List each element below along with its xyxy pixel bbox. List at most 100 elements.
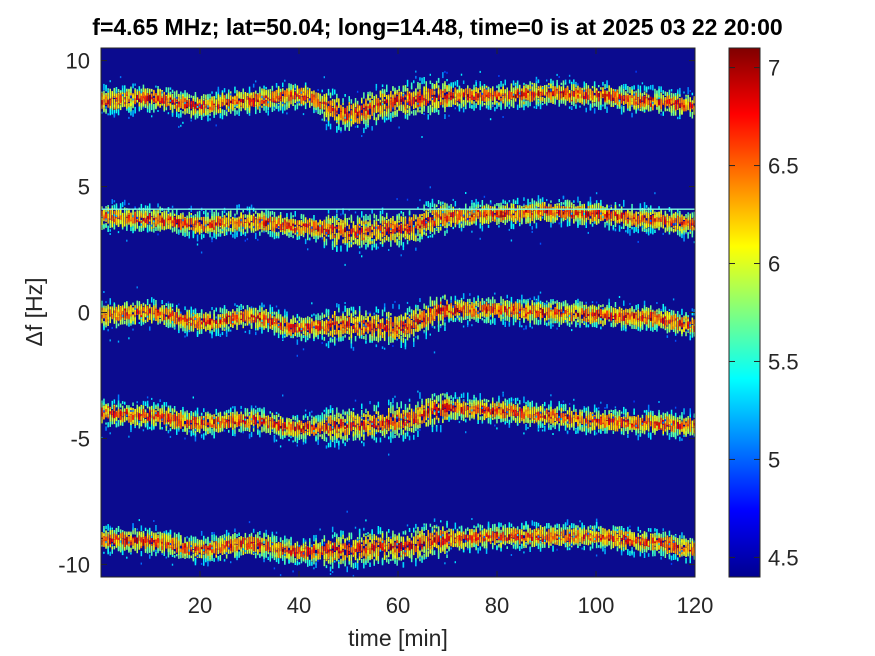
spectrum-mark: [115, 87, 118, 93]
spectrum-mark: [429, 98, 432, 101]
spectrum-mark: [327, 101, 330, 104]
spectrum-mark: [334, 89, 336, 95]
spectrum-mark: [252, 226, 255, 233]
spectrum-mark: [219, 216, 222, 221]
spectrum-mark: [500, 102, 502, 109]
spectrum-mark: [196, 211, 199, 218]
spectrum-mark: [681, 110, 683, 115]
spectrum-mark: [132, 101, 134, 104]
spectrum-mark: [363, 104, 365, 109]
spectrum-mark: [500, 101, 502, 104]
spectrum-mark: [144, 205, 147, 211]
spectrum-mark: [307, 228, 309, 233]
spectrum-mark: [300, 228, 303, 235]
spectrum-mark: [687, 106, 689, 111]
spectrum-mark: [670, 92, 673, 99]
spectrum-mark: [554, 98, 556, 103]
spectrum-mark: [687, 98, 689, 106]
spectrum-mark: [681, 104, 683, 112]
spectrum-mark: [498, 102, 500, 105]
spectrum-mark: [386, 228, 388, 232]
spectrum-mark: [338, 104, 340, 107]
spectrum-mark: [319, 228, 321, 236]
spectrum-mark: [323, 96, 326, 102]
spectrum-mark: [124, 216, 126, 223]
spectrum-mark: [157, 211, 159, 214]
spectrum-mark: [271, 104, 274, 111]
spectrum-mark: [298, 220, 301, 225]
spectrum-mark: [188, 106, 190, 110]
spectrum-mark: [323, 76, 325, 79]
spectrum-mark: [386, 105, 388, 109]
spectrum-mark: [255, 225, 257, 230]
spectrum-mark: [577, 83, 579, 86]
spectrum-mark: [444, 95, 446, 100]
spectrum-mark: [277, 104, 280, 106]
spectrum-mark: [153, 221, 155, 224]
spectrum-mark: [650, 101, 652, 107]
spectrum-mark: [462, 92, 465, 98]
spectrum-mark: [252, 221, 255, 228]
spectrum-mark: [647, 86, 650, 90]
spectrum-mark: [442, 104, 444, 108]
spectrum-mark: [200, 98, 203, 105]
spectrum-mark: [371, 239, 373, 244]
spectrum-mark: [369, 226, 371, 233]
spectrum-mark: [153, 104, 155, 110]
spectrum-mark: [454, 90, 457, 94]
spectrum-mark: [583, 87, 585, 92]
spectrum-mark: [323, 100, 326, 107]
spectrum-mark: [533, 106, 535, 109]
spectrum-mark: [421, 136, 423, 138]
spectrum-mark: [194, 228, 197, 234]
spectrum-mark: [606, 100, 608, 105]
spectrum-mark: [319, 226, 321, 229]
spectrum-mark: [101, 206, 103, 209]
spectrum-mark: [273, 92, 276, 99]
spectrum-mark: [612, 95, 615, 101]
spectrum-mark: [184, 220, 186, 226]
spectrum-mark: [230, 228, 232, 231]
spectrum-mark: [437, 109, 440, 115]
spectrum-mark: [394, 236, 396, 243]
spectrum-mark: [128, 103, 130, 106]
spectrum-mark: [111, 98, 113, 104]
spectrum-mark: [325, 99, 328, 102]
spectrum-mark: [161, 103, 163, 106]
spectrum-mark: [421, 94, 423, 100]
spectrum-mark: [223, 229, 226, 236]
spectrum-mark: [670, 89, 673, 92]
spectrum-mark: [319, 219, 321, 224]
spectrum-mark: [336, 239, 338, 245]
spectrum-mark: [246, 92, 249, 97]
spectrum-mark: [248, 106, 251, 111]
spectrum-mark: [431, 98, 434, 100]
spectrum-mark: [629, 105, 631, 112]
spectrum-mark: [331, 240, 334, 243]
spectrum-mark: [240, 107, 242, 112]
spectrum-mark: [136, 99, 138, 103]
spectrum-mark: [236, 210, 238, 215]
spectrum-mark: [236, 217, 238, 220]
spectrum-mark: [462, 101, 465, 105]
spectrum-mark: [209, 106, 211, 110]
spectrum-mark: [573, 84, 575, 91]
spectrum-mark: [365, 109, 367, 116]
spectrum-mark: [225, 212, 228, 216]
spectrum-mark: [138, 210, 141, 217]
spectrum-mark: [406, 231, 409, 235]
spectrum-mark: [119, 105, 122, 111]
spectrum-mark: [633, 93, 635, 96]
spectrum-mark: [392, 226, 394, 234]
spectrum-mark: [346, 120, 348, 128]
spectrum-mark: [367, 236, 369, 242]
spectrum-mark: [246, 104, 249, 108]
spectrum-mark: [581, 98, 583, 103]
spectrum-mark: [546, 88, 548, 92]
spectrum-mark: [140, 91, 142, 94]
spectrum-mark: [105, 84, 107, 92]
spectrum-mark: [386, 235, 388, 238]
spectrum-mark: [336, 246, 338, 252]
spectrum-mark: [361, 112, 363, 116]
spectrum-mark: [618, 101, 621, 107]
